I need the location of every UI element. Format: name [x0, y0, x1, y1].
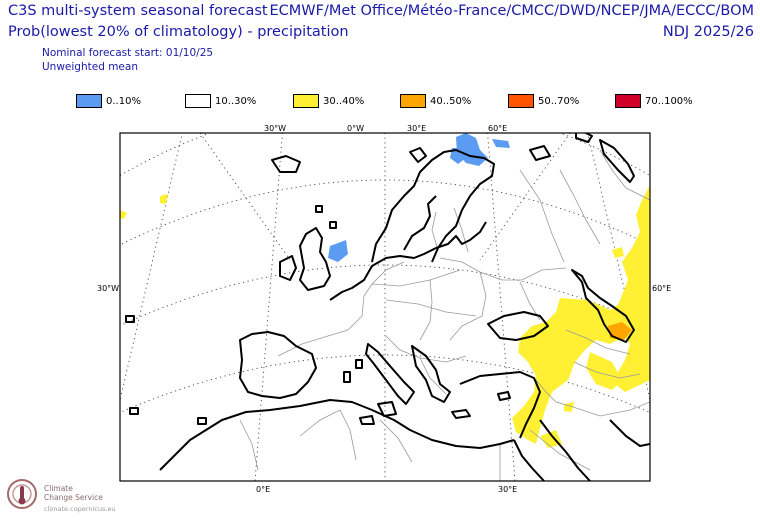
lon-label-30e: 30°E [407, 124, 427, 133]
legend-item: 70..100% [615, 94, 693, 108]
legend-item: 40..50% [400, 94, 471, 108]
prob-30-40-areas [120, 185, 650, 448]
legend-label: 0..10% [106, 95, 141, 107]
bottom-label-30e: 30°E [498, 485, 518, 494]
legend-swatch [293, 94, 319, 108]
legend-item: 30..40% [293, 94, 364, 108]
bottom-label-0e: 0°E [256, 485, 271, 494]
variable-title: Prob(lowest 20% of climatology) - precip… [8, 24, 349, 40]
legend-label: 40..50% [430, 95, 472, 107]
forecast-start: Nominal forecast start: 01/10/25 [42, 47, 214, 59]
legend-swatch [185, 94, 211, 108]
legend-label: 50..70% [538, 95, 580, 107]
copernicus-logo: Climate Change Service climate.copernicu… [6, 474, 146, 518]
country-borders [239, 149, 650, 481]
legend-item: 10..30% [185, 94, 256, 108]
map-frame [119, 132, 651, 482]
legend-label: 30..40% [323, 95, 365, 107]
legend-swatch [400, 94, 426, 108]
legend-label: 10..30% [215, 95, 257, 107]
season-label: NDJ 2025/26 [662, 24, 754, 40]
lon-label-30w: 30°W [264, 124, 287, 133]
centres-list: ECMWF/Met Office/Météo-France/CMCC/DWD/N… [269, 3, 754, 19]
logo-line1: Climate [44, 484, 73, 493]
lon-label-60e: 60°E [488, 124, 508, 133]
page-title: C3S multi-system seasonal forecast [8, 3, 268, 19]
prob-40-50-area [608, 322, 632, 340]
graticule [120, 133, 650, 481]
legend-swatch [615, 94, 641, 108]
coastlines [125, 133, 650, 481]
logo-line2: Change Service [44, 493, 103, 502]
lon-label-0: 0°W [347, 124, 364, 133]
legend-item: 0..10% [76, 94, 141, 108]
legend-item: 50..70% [508, 94, 579, 108]
logo-url: climate.copernicus.eu [44, 505, 116, 513]
legend: 0..10% 10..30% 30..40% 40..50% 50..70% 7… [0, 94, 760, 110]
left-axis-label: 30°W [97, 284, 120, 293]
weighting-note: Unweighted mean [42, 61, 138, 73]
legend-swatch [76, 94, 102, 108]
prob-0-10-areas [328, 133, 510, 262]
legend-swatch [508, 94, 534, 108]
legend-label: 70..100% [645, 95, 693, 107]
right-axis-label: 60°E [652, 284, 672, 293]
c3s-logo-icon [7, 479, 37, 509]
